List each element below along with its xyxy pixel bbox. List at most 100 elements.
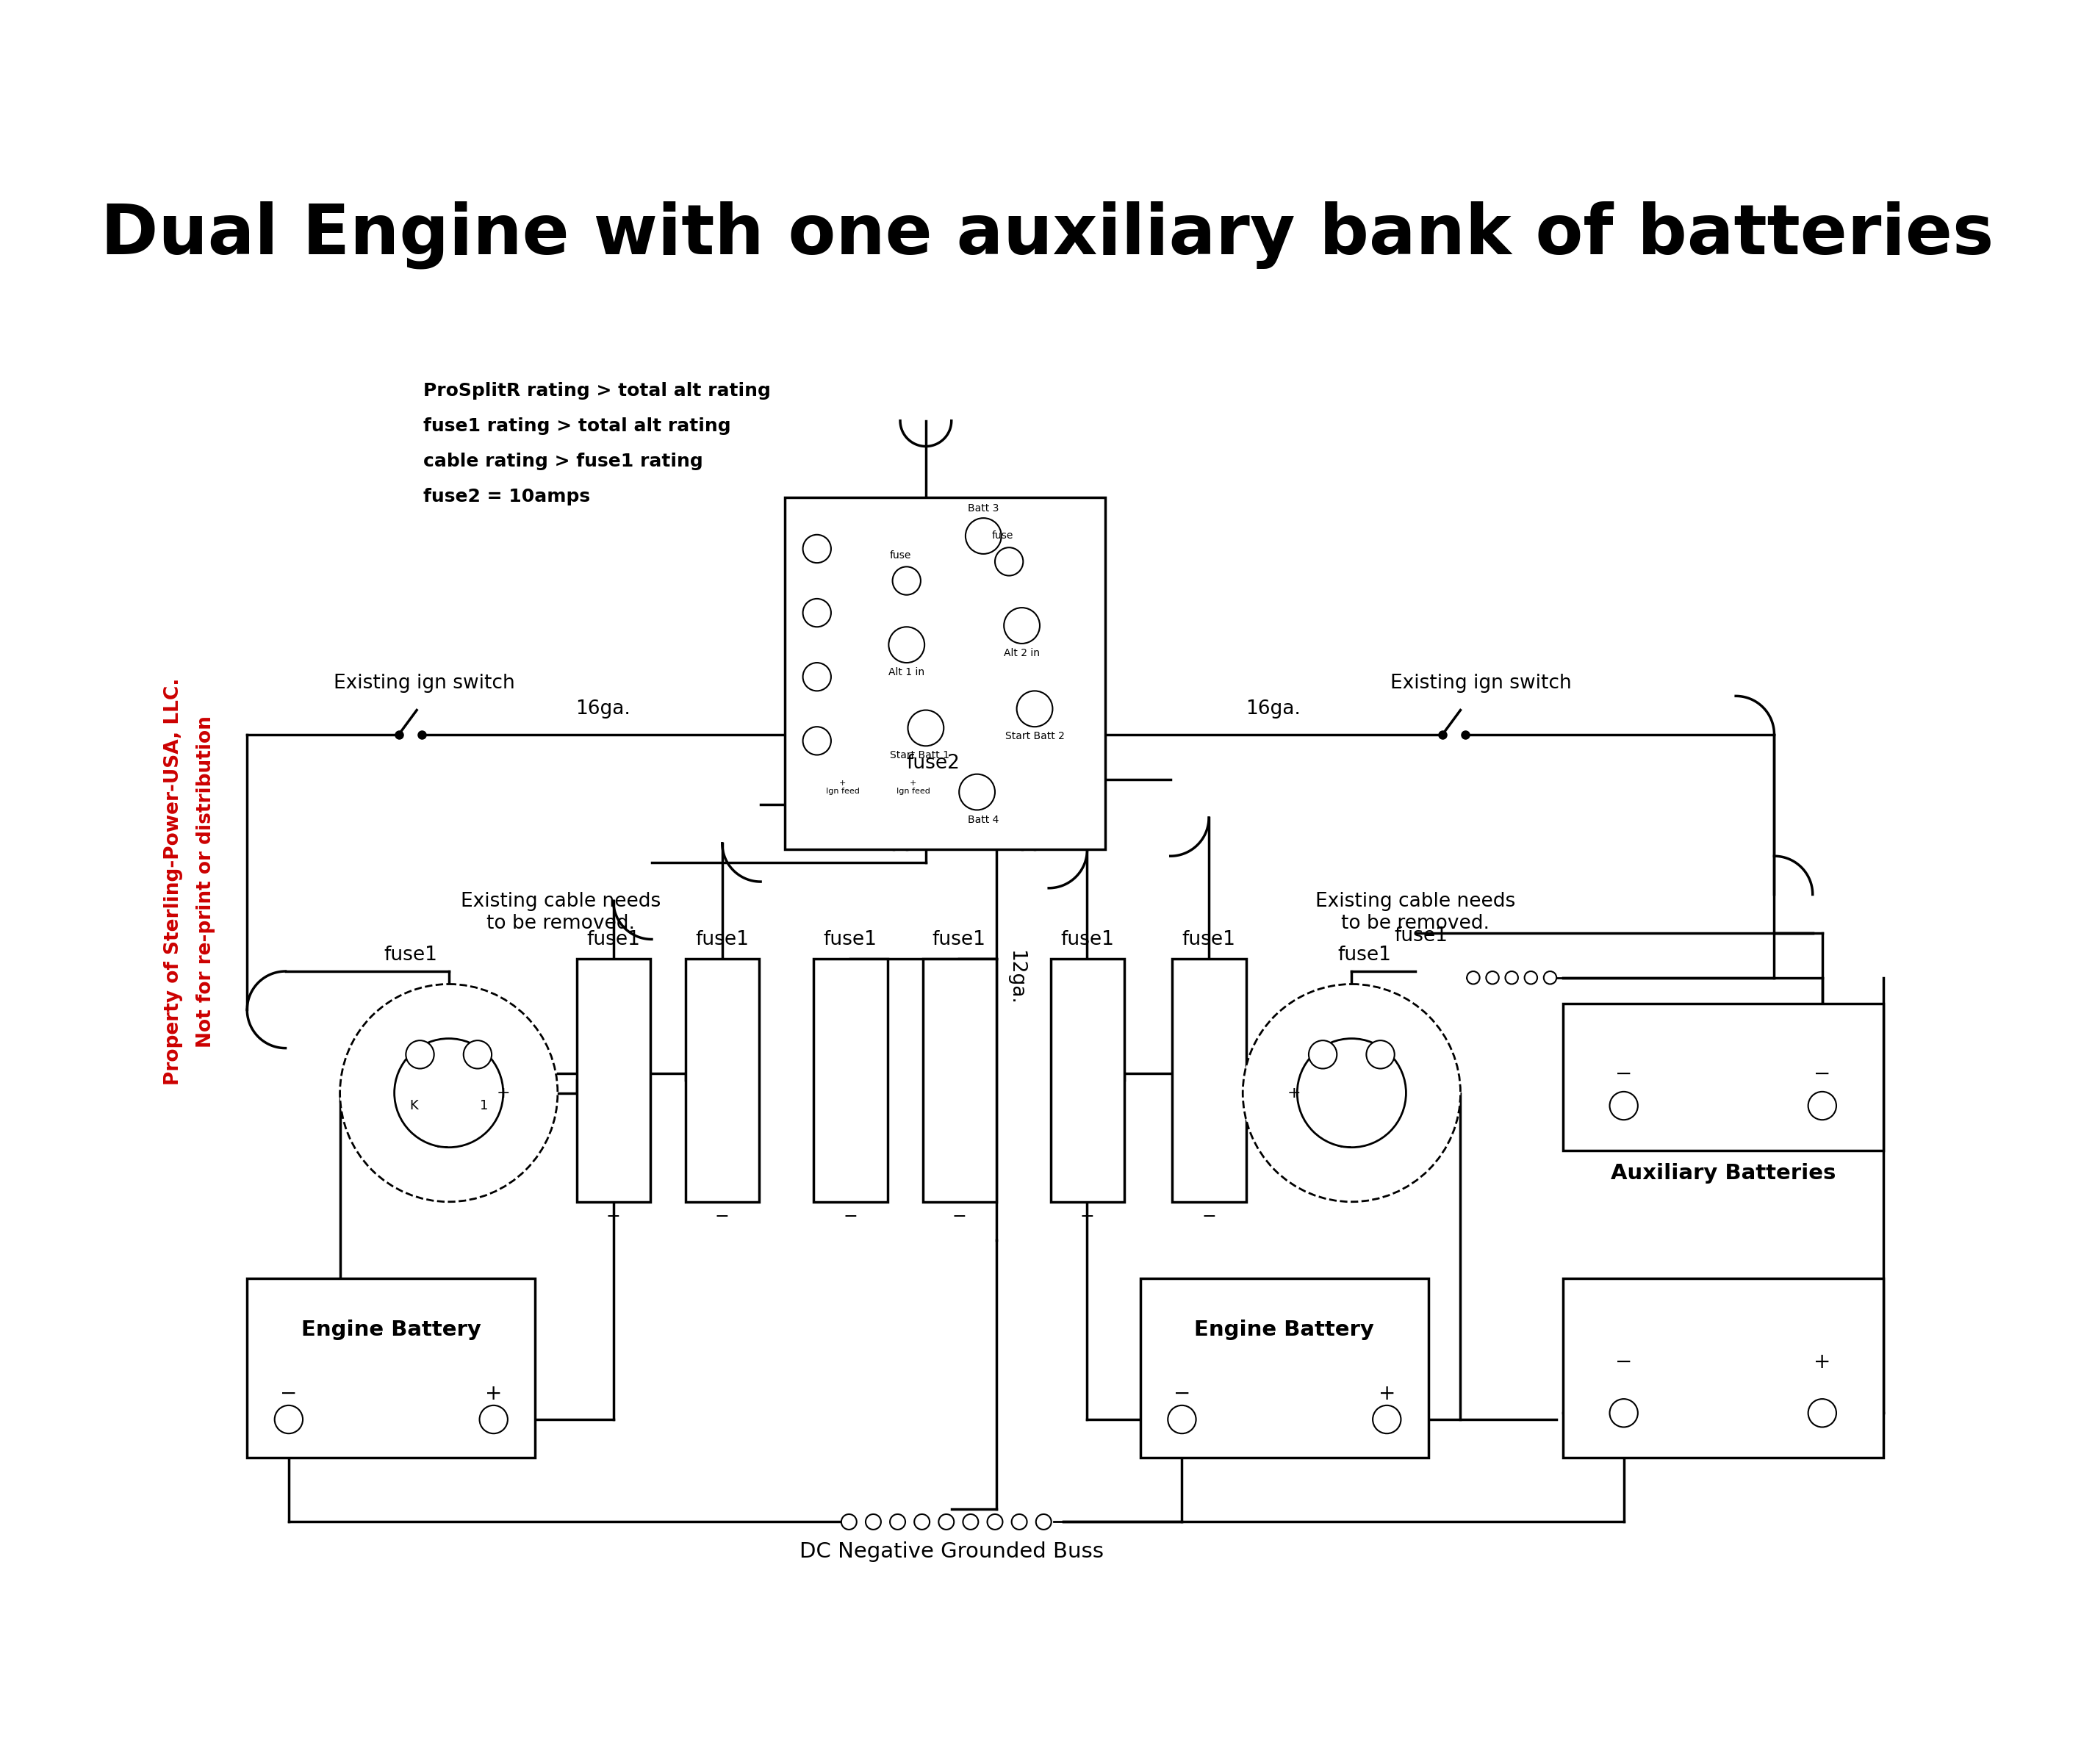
Text: K: K — [409, 1099, 417, 1113]
Circle shape — [394, 1039, 503, 1147]
Text: Existing ign switch: Existing ign switch — [1389, 674, 1571, 693]
Text: −: − — [1339, 1140, 1351, 1155]
Text: fuse1: fuse1 — [1337, 946, 1391, 965]
Circle shape — [1012, 1514, 1027, 1529]
Text: −: − — [436, 1140, 448, 1155]
Text: ProSplitR rating > total alt rating: ProSplitR rating > total alt rating — [423, 383, 771, 400]
Circle shape — [865, 1514, 882, 1529]
Text: +: + — [1814, 1351, 1831, 1372]
Text: Auxiliary Batteries: Auxiliary Batteries — [1611, 1164, 1835, 1184]
Text: +
Ign feed: + Ign feed — [825, 780, 859, 796]
Text: Existing cable needs
to be removed.: Existing cable needs to be removed. — [461, 893, 660, 933]
Circle shape — [802, 534, 832, 563]
Bar — [247, 1279, 534, 1457]
Text: Alt 2 in: Alt 2 in — [1004, 647, 1039, 658]
Circle shape — [939, 1514, 953, 1529]
Circle shape — [1242, 984, 1460, 1201]
Circle shape — [1004, 607, 1039, 644]
Bar — [1173, 958, 1247, 1201]
Text: fuse1: fuse1 — [932, 930, 987, 949]
Text: 1: 1 — [480, 1099, 488, 1113]
Text: Engine Battery: Engine Battery — [302, 1319, 482, 1341]
Circle shape — [1609, 1092, 1638, 1120]
Bar — [576, 958, 649, 1201]
Text: Existing cable needs
to be removed.: Existing cable needs to be removed. — [1316, 893, 1515, 933]
Circle shape — [802, 598, 832, 626]
Text: −: − — [1615, 1351, 1632, 1372]
Bar — [1563, 1004, 1883, 1150]
Circle shape — [1808, 1399, 1837, 1427]
Circle shape — [339, 984, 557, 1201]
Text: −: − — [605, 1208, 620, 1226]
Text: fuse1: fuse1 — [823, 930, 878, 949]
Text: fuse1 rating > total alt rating: fuse1 rating > total alt rating — [423, 418, 731, 436]
Text: fuse1: fuse1 — [1393, 926, 1448, 946]
Bar — [922, 958, 997, 1201]
Text: −: − — [1203, 1208, 1215, 1226]
Circle shape — [1466, 972, 1479, 984]
Circle shape — [802, 727, 832, 755]
Text: Batt 4: Batt 4 — [968, 815, 999, 826]
Text: +: + — [1379, 1383, 1395, 1404]
Text: fuse2 = 10amps: fuse2 = 10amps — [423, 489, 591, 506]
Text: fuse1: fuse1 — [1182, 930, 1236, 949]
Text: −: − — [951, 1208, 966, 1226]
Circle shape — [406, 1041, 434, 1069]
Circle shape — [1808, 1092, 1837, 1120]
Text: Property of Sterling-Power-USA, LLC.: Property of Sterling-Power-USA, LLC. — [163, 677, 182, 1085]
Circle shape — [1372, 1406, 1402, 1434]
Circle shape — [1525, 972, 1538, 984]
Circle shape — [1609, 1399, 1638, 1427]
Bar — [685, 958, 758, 1201]
Circle shape — [890, 1514, 905, 1529]
Bar — [786, 497, 1104, 850]
Text: −: − — [1615, 1064, 1632, 1085]
Text: −: − — [1079, 1208, 1094, 1226]
Text: Not for re-print or distribution: Not for re-print or distribution — [197, 716, 216, 1048]
Text: fuse: fuse — [991, 531, 1014, 542]
Text: Existing ign switch: Existing ign switch — [333, 674, 515, 693]
Circle shape — [995, 547, 1022, 575]
Text: +: + — [486, 1383, 503, 1404]
Text: 16ga.: 16ga. — [576, 699, 631, 718]
Circle shape — [888, 626, 924, 663]
Text: fuse1: fuse1 — [696, 930, 748, 949]
Circle shape — [1506, 972, 1519, 984]
Bar — [1052, 958, 1125, 1201]
Circle shape — [966, 519, 1001, 554]
Text: Batt 3: Batt 3 — [968, 503, 999, 513]
Text: Engine Battery: Engine Battery — [1194, 1319, 1374, 1341]
Text: Dual Engine with one auxiliary bank of batteries: Dual Engine with one auxiliary bank of b… — [101, 201, 1994, 270]
Text: Start Batt 2: Start Batt 2 — [1006, 732, 1064, 741]
Circle shape — [842, 1514, 857, 1529]
Text: −: − — [714, 1208, 729, 1226]
Circle shape — [1297, 1039, 1406, 1147]
Circle shape — [1167, 1406, 1196, 1434]
Circle shape — [480, 1406, 507, 1434]
Circle shape — [1016, 691, 1052, 727]
Text: +: + — [1286, 1085, 1301, 1101]
Circle shape — [960, 774, 995, 810]
Text: cable rating > fuse1 rating: cable rating > fuse1 rating — [423, 453, 704, 471]
Circle shape — [987, 1514, 1004, 1529]
Text: DC Negative Grounded Buss: DC Negative Grounded Buss — [800, 1542, 1104, 1561]
Text: Start Batt 1: Start Batt 1 — [890, 750, 949, 760]
Text: −: − — [842, 1208, 857, 1226]
Circle shape — [913, 1514, 930, 1529]
Circle shape — [1366, 1041, 1395, 1069]
Circle shape — [274, 1406, 304, 1434]
Circle shape — [1485, 972, 1498, 984]
Text: −: − — [1814, 1064, 1831, 1085]
Bar — [1563, 1279, 1883, 1457]
Text: 16ga.: 16ga. — [1247, 699, 1301, 718]
Text: fuse1: fuse1 — [383, 946, 438, 965]
Text: −: − — [281, 1383, 297, 1404]
Circle shape — [802, 663, 832, 691]
Text: fuse2: fuse2 — [907, 753, 960, 773]
Text: −: − — [1173, 1383, 1190, 1404]
Bar — [1140, 1279, 1429, 1457]
Text: fuse: fuse — [890, 550, 911, 561]
Text: 12ga.: 12ga. — [1006, 951, 1024, 1005]
Text: fuse1: fuse1 — [1060, 930, 1115, 949]
Circle shape — [1309, 1041, 1337, 1069]
